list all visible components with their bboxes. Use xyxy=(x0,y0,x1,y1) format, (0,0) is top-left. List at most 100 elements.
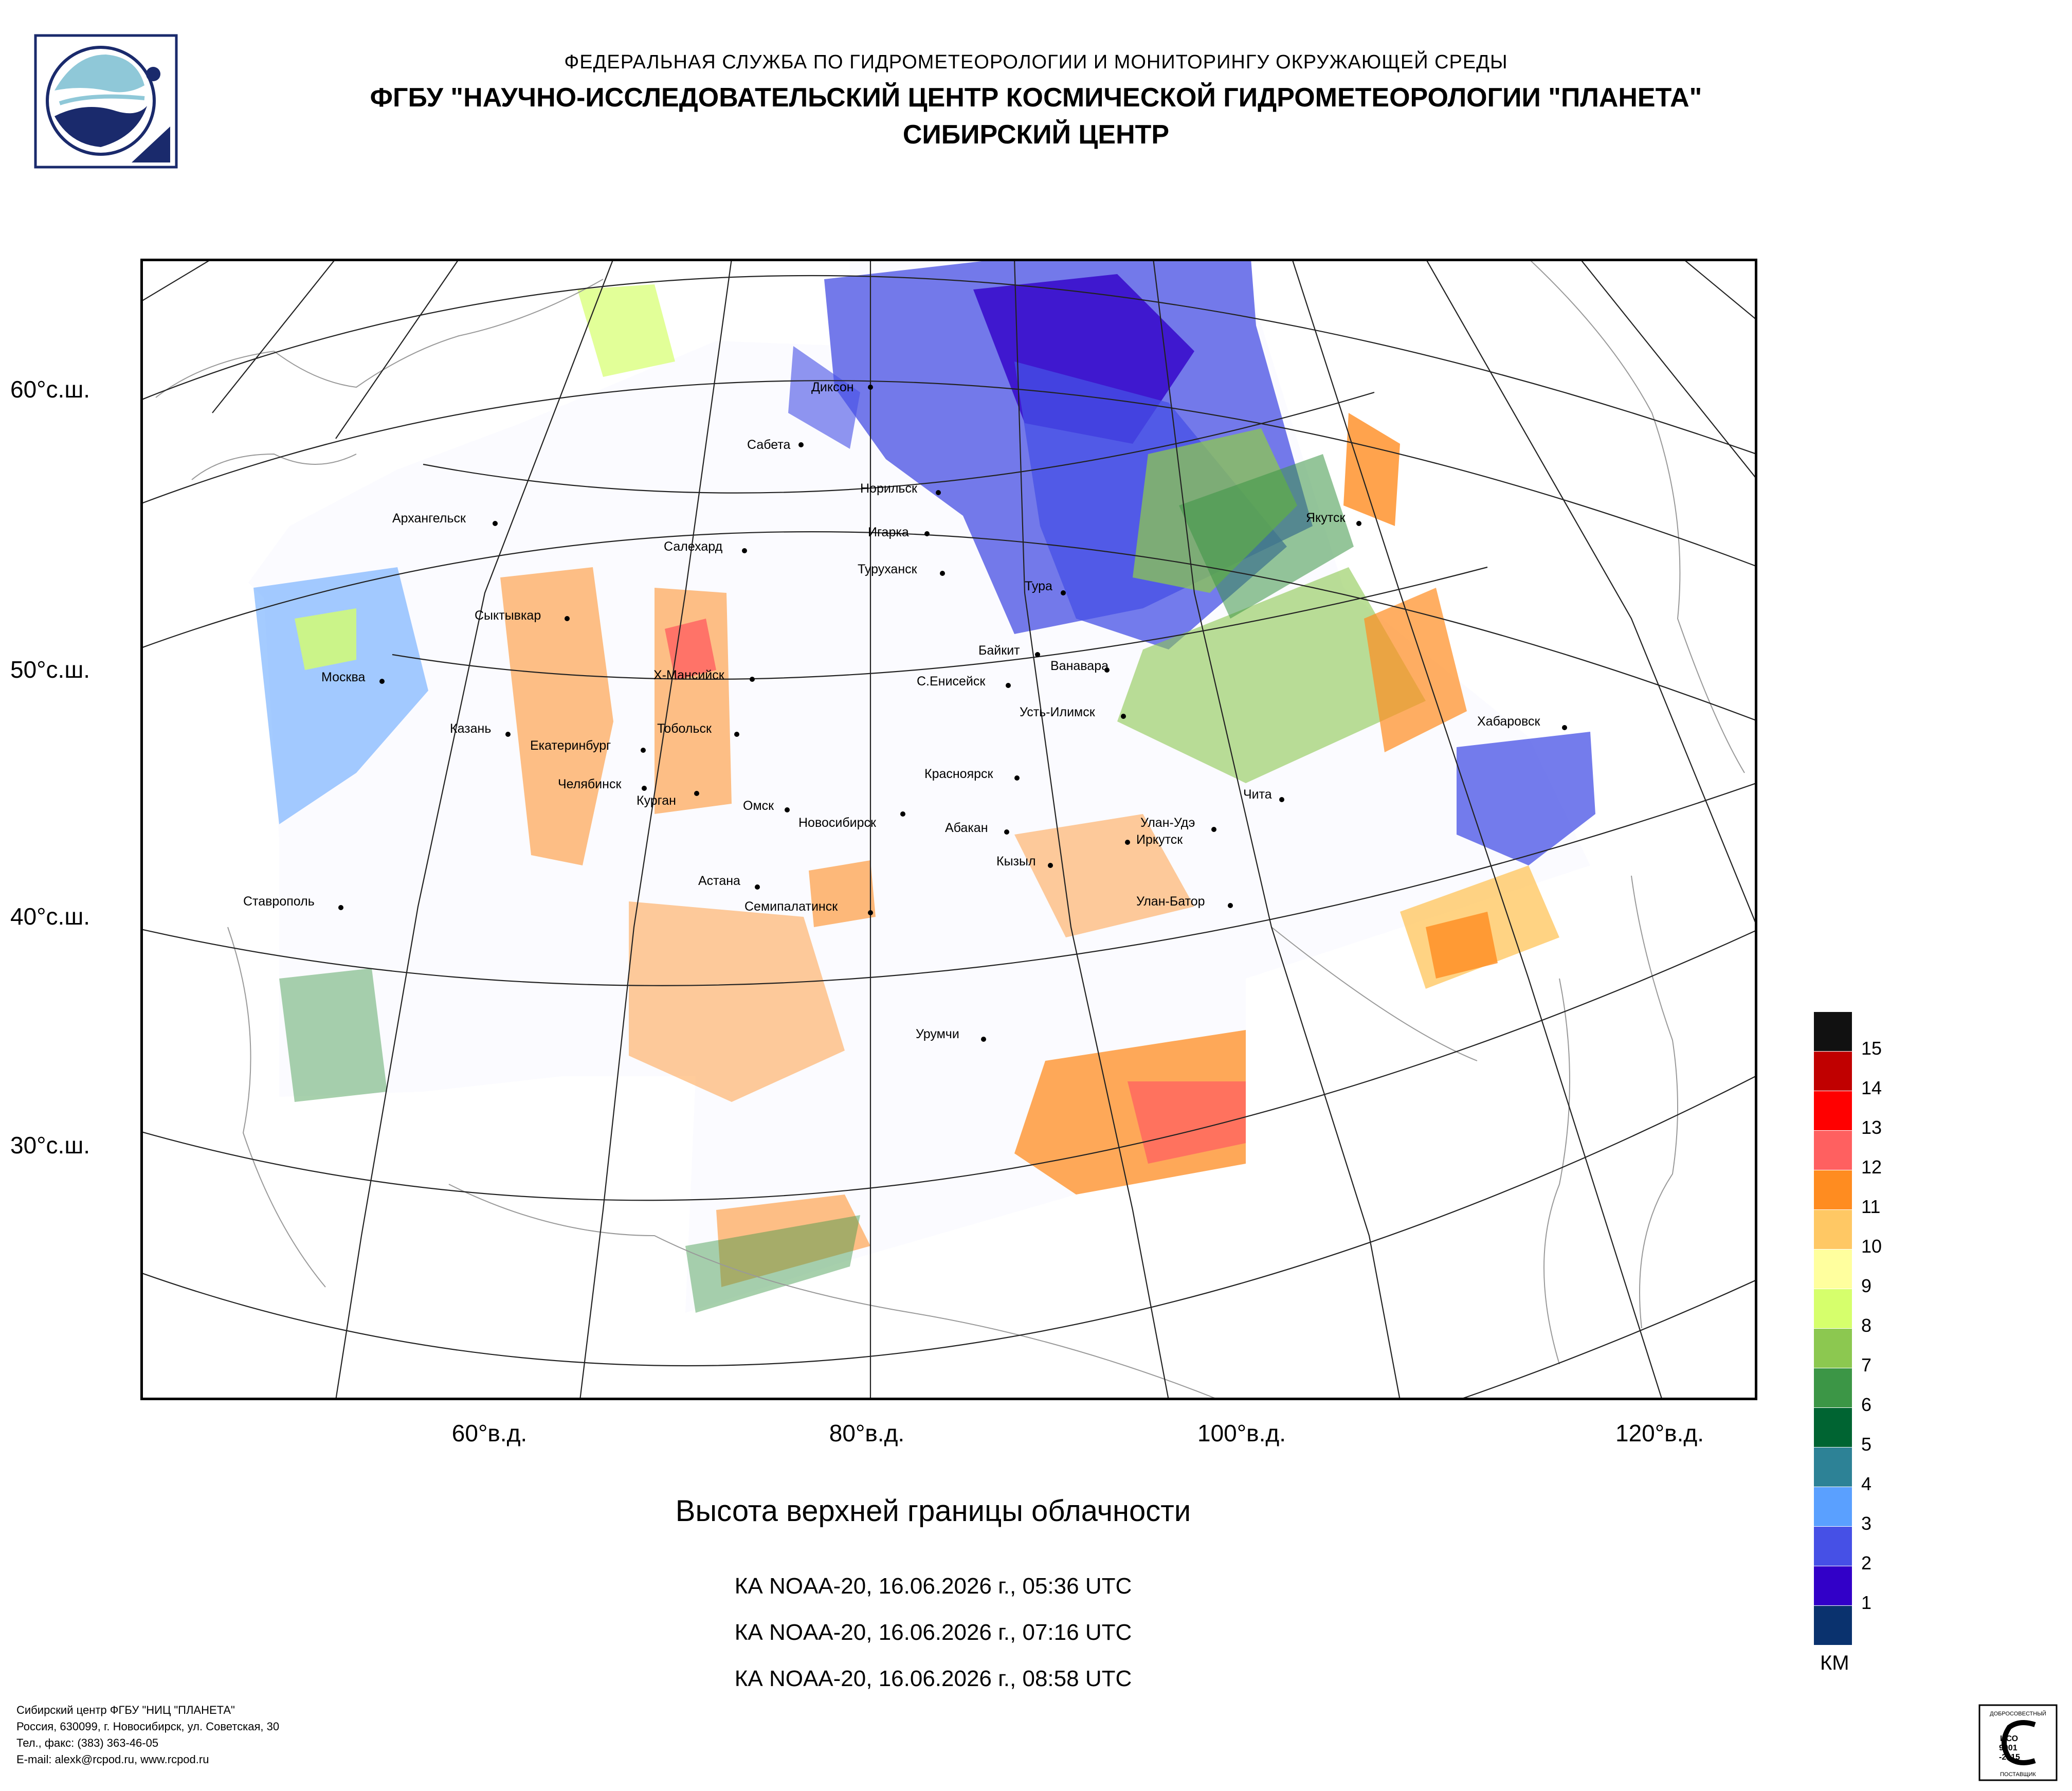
city-novosibirsk: Новосибирск xyxy=(798,811,905,830)
legend-label-14: 14 xyxy=(1861,1077,1882,1098)
height-legend: 15 14 13 12 11 10 9 8 7 6 5 4 3 2 1 xyxy=(1814,1012,1937,1680)
legend-swatch-base xyxy=(1814,1606,1852,1645)
lon-label-60: 60°в.д. xyxy=(451,1420,528,1446)
legend-swatch-11 xyxy=(1814,1170,1852,1209)
city-vanavara: Ванавара xyxy=(1050,659,1110,673)
svg-text:Диксон: Диксон xyxy=(811,380,854,394)
footer-address: Россия, 630099, г. Новосибирск, ул. Сове… xyxy=(16,1720,280,1733)
legend-label-4: 4 xyxy=(1861,1473,1872,1494)
city-markers: Диксон Сабета Норильск Игарка Архангельс… xyxy=(243,380,1567,1042)
svg-text:Сабета: Сабета xyxy=(747,438,791,452)
city-kazan: Казань xyxy=(450,721,511,737)
legend-swatch-5 xyxy=(1814,1408,1852,1447)
legend-label-3: 3 xyxy=(1861,1513,1872,1534)
svg-text:Норильск: Норильск xyxy=(860,481,918,496)
svg-text:Сыктывкар: Сыктывкар xyxy=(475,608,541,623)
svg-text:Абакан: Абакан xyxy=(945,821,988,835)
svg-text:ИСО: ИСО xyxy=(2000,1734,2018,1743)
city-sabeta: Сабета xyxy=(747,438,804,452)
svg-text:Архангельск: Архангельск xyxy=(392,511,466,526)
legend-label-10: 10 xyxy=(1861,1236,1882,1257)
svg-text:Астана: Астана xyxy=(698,874,740,888)
legend-swatch-4 xyxy=(1814,1448,1852,1487)
city-chita: Чита xyxy=(1243,787,1284,802)
svg-text:Тобольск: Тобольск xyxy=(657,721,712,736)
city-ulanude: Улан-Удэ xyxy=(1140,816,1216,832)
svg-text:Хабаровск: Хабаровск xyxy=(1477,714,1541,729)
svg-text:Салехард: Салехард xyxy=(664,539,723,554)
legend-swatch-14 xyxy=(1814,1052,1852,1091)
map-frame xyxy=(140,259,1757,1400)
city-astana: Астана xyxy=(698,874,760,890)
svg-text:Улан-Батор: Улан-Батор xyxy=(1136,894,1205,909)
city-salekhard: Салехард xyxy=(664,539,747,554)
legend-label-7: 7 xyxy=(1861,1354,1872,1376)
legend-label-13: 13 xyxy=(1861,1117,1882,1138)
iso-badge: ДОБРОСОВЕСТНЫЙ ИСО 9001 -2015 ПОСТАВЩИК xyxy=(1978,1704,2058,1781)
svg-text:Улан-Удэ: Улан-Удэ xyxy=(1140,816,1195,830)
svg-text:Туруханск: Туруханск xyxy=(858,562,918,576)
satellite-swaths xyxy=(248,259,1595,1313)
city-irkutsk: Иркутск xyxy=(1125,833,1183,847)
svg-text:Новосибирск: Новосибирск xyxy=(798,816,877,830)
city-moskva: Москва xyxy=(321,670,385,684)
city-seniseysk: С.Енисейск xyxy=(917,674,1011,689)
footer-contacts: Сибирский центр ФГБУ "НИЦ "ПЛАНЕТА" Росс… xyxy=(16,1702,279,1768)
svg-text:Омск: Омск xyxy=(743,799,774,813)
lat-label-40: 40°с.ш. xyxy=(10,903,90,930)
legend-label-12: 12 xyxy=(1861,1156,1882,1178)
svg-text:Х-Мансийск: Х-Мансийск xyxy=(653,668,725,682)
city-kyzyl: Кызыл xyxy=(996,854,1053,869)
footer-phone: Тел., факс: (383) 363-46-05 xyxy=(16,1736,159,1749)
legend-swatch-15 xyxy=(1814,1012,1852,1051)
city-tobolsk: Тобольск xyxy=(657,721,739,737)
pass-3: КА NOAA-20, 16.06.2026 г., 08:58 UTC xyxy=(734,1666,1132,1691)
lat-label-50: 50°с.ш. xyxy=(10,656,90,683)
city-urumchi: Урумчи xyxy=(916,1027,986,1042)
svg-text:Байкит: Байкит xyxy=(978,643,1020,658)
header-agency: ФЕДЕРАЛЬНАЯ СЛУЖБА ПО ГИДРОМЕТЕОРОЛОГИИ … xyxy=(564,51,1508,73)
pass-1: КА NOAA-20, 16.06.2026 г., 05:36 UTC xyxy=(734,1573,1132,1599)
city-khmansiysk: Х-Мансийск xyxy=(653,668,755,682)
graticule xyxy=(140,259,1757,1400)
lon-label-120: 120°в.д. xyxy=(1615,1420,1704,1446)
svg-text:Усть-Илимск: Усть-Илимск xyxy=(1020,705,1096,719)
legend-label-9: 9 xyxy=(1861,1275,1872,1296)
svg-text:Игарка: Игарка xyxy=(868,525,909,539)
legend-swatch-10 xyxy=(1814,1210,1852,1249)
city-dikson: Диксон xyxy=(811,380,873,394)
city-norilsk: Норильск xyxy=(860,481,941,496)
city-ulanbator: Улан-Батор xyxy=(1136,894,1233,909)
legend-swatch-8 xyxy=(1814,1289,1852,1328)
lat-label-30: 30°с.ш. xyxy=(10,1132,90,1159)
svg-text:Тура: Тура xyxy=(1025,579,1052,593)
city-semipalatinsk: Семипалатинск xyxy=(744,899,873,915)
svg-text:Чита: Чита xyxy=(1243,787,1272,802)
svg-text:Иркутск: Иркутск xyxy=(1136,833,1183,847)
legend-label-2: 2 xyxy=(1861,1552,1872,1573)
svg-text:Челябинск: Челябинск xyxy=(558,777,622,791)
legend-swatch-13 xyxy=(1814,1091,1852,1130)
svg-text:ПОСТАВЩИК: ПОСТАВЩИК xyxy=(2000,1771,2036,1778)
lon-label-80: 80°в.д. xyxy=(829,1420,905,1446)
svg-text:Кызыл: Кызыл xyxy=(996,854,1036,869)
city-omsk: Омск xyxy=(743,799,790,813)
legend-swatch-1 xyxy=(1814,1566,1852,1605)
legend-label-6: 6 xyxy=(1861,1394,1872,1415)
svg-text:Казань: Казань xyxy=(450,721,491,736)
header-institute: ФГБУ "НАУЧНО-ИССЛЕДОВАТЕЛЬСКИЙ ЦЕНТР КОС… xyxy=(370,83,1702,113)
svg-text:Ванавара: Ванавара xyxy=(1050,659,1108,673)
city-stavropol: Ставрополь xyxy=(243,894,343,910)
legend-swatch-7 xyxy=(1814,1329,1852,1368)
legend-swatch-2 xyxy=(1814,1527,1852,1566)
city-abakan: Абакан xyxy=(945,821,1009,835)
legend-unit: КМ xyxy=(1820,1652,1849,1674)
city-ekaterinburg: Екатеринбург xyxy=(530,738,646,753)
city-chelyabinsk: Челябинск xyxy=(558,777,647,791)
legend-label-1: 1 xyxy=(1861,1592,1872,1613)
lon-label-100: 100°в.д. xyxy=(1197,1420,1286,1446)
cloud-top-height-map: Диксон Сабета Норильск Игарка Архангельс… xyxy=(140,259,1757,1400)
svg-text:Москва: Москва xyxy=(321,670,365,684)
city-yakutsk: Якутск xyxy=(1306,511,1361,526)
city-baikit: Байкит xyxy=(978,643,1040,658)
